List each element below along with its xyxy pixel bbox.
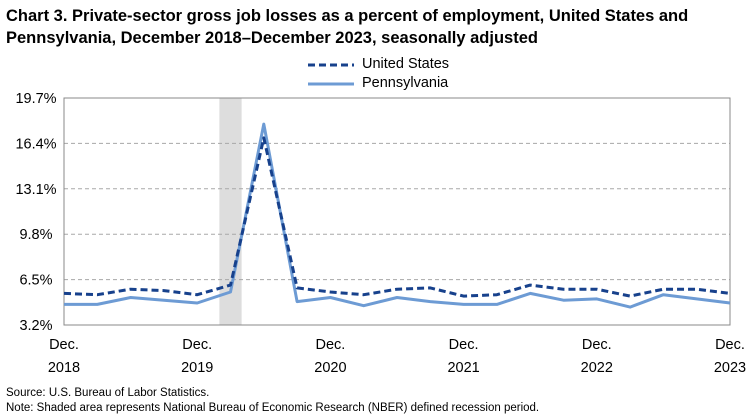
x-axis-ticks: Dec. 2018 Dec. 2019 Dec. 2020 Dec. 2021 Dec. 2022… [48,337,746,376]
legend-swatch-us [308,63,354,66]
x-tick-year-label: 2021 [447,360,479,376]
chart-footer: Source: U.S. Bureau of Labor Statistics.… [6,386,539,415]
legend-swatch-pa [308,82,354,85]
y-tick-label: 6.5% [19,273,52,289]
y-axis-ticks: 3.2% 6.5% 9.8% 13.1% 16.4% 19.7% [15,91,56,334]
line-chart: 3.2%6.5%9.8%13.1%16.4%19.7% Dec.2018Dec.… [15,91,746,376]
series-line-pennsylvania [64,122,731,309]
x-tick-year-label: 2018 [48,360,80,376]
x-tick-year-label: 2020 [314,360,346,376]
y-tick-label: 13.1% [15,182,56,198]
legend: United States Pennsylvania [306,55,449,93]
series-layer [63,122,731,309]
x-tick-year-label: 2023 [714,360,746,376]
legend-label-us: United States [362,56,450,72]
x-tick-month-label: Dec. [715,337,745,353]
y-tick-label: 16.4% [15,136,56,152]
y-tick-label: 3.2% [19,318,52,334]
plot-area-frame [63,97,731,326]
legend-item-united-states: United States [306,55,449,74]
recession-note: Note: Shaded area represents National Bu… [6,401,540,414]
legend-label-pa: Pennsylvania [362,75,449,91]
x-tick-year-label: 2022 [581,360,613,376]
x-tick-month-label: Dec. [315,337,345,353]
x-tick-year-label: 2019 [181,360,213,376]
y-tick-label: 19.7% [15,91,56,107]
gridlines-layer [64,142,730,281]
legend-item-pennsylvania: Pennsylvania [306,74,449,93]
y-tick-label: 9.8% [19,227,52,243]
source-note: Source: U.S. Bureau of Labor Statistics. [6,387,210,399]
chart-title: Chart 3. Private-sector gross job losses… [6,7,689,47]
series-line-united-states [63,136,731,298]
x-tick-month-label: Dec. [582,337,612,353]
x-tick-month-label: Dec. [182,337,212,353]
x-tick-month-label: Dec. [49,337,79,353]
x-tick-month-label: Dec. [449,337,479,353]
